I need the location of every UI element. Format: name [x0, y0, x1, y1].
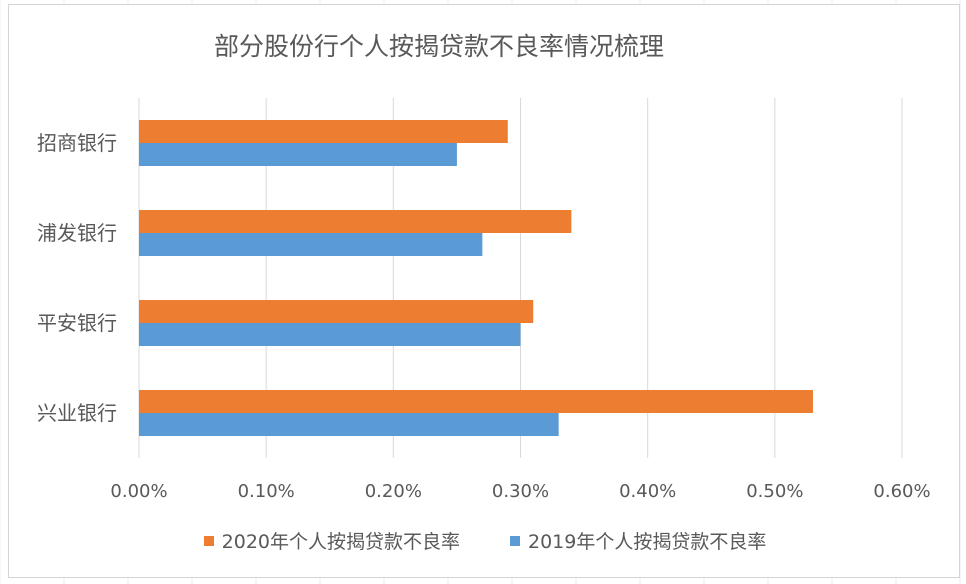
y-category-label: 兴业银行	[37, 401, 117, 425]
legend-swatch-2019	[510, 535, 520, 546]
x-tick-label: 0.30%	[492, 481, 549, 502]
bar-2019	[139, 233, 483, 256]
legend-item-2020: 2020年个人按揭贷款不良率	[203, 527, 460, 554]
bar-2019	[139, 323, 521, 346]
legend-label-2020: 2020年个人按揭贷款不良率	[221, 531, 460, 553]
bar-2020	[139, 120, 508, 143]
y-category-label: 招商银行	[37, 131, 117, 155]
bar-2020	[139, 300, 534, 323]
chart-title: 部分股份行个人按揭贷款不良率情况梳理	[213, 32, 664, 61]
x-tick-label: 0.10%	[238, 481, 295, 502]
bar-2019	[139, 143, 457, 166]
x-tick-label: 0.20%	[365, 481, 422, 502]
x-tick-label: 0.50%	[746, 481, 803, 502]
bar-2019	[139, 413, 559, 436]
x-tick-label: 0.40%	[619, 481, 676, 502]
y-category-label: 平安银行	[37, 311, 117, 335]
legend-item-2019: 2019年个人按揭贷款不良率	[510, 527, 766, 554]
chart-area: 部分股份行个人按揭贷款不良率情况梳理 0.00% 0.10% 0.20% 0.30% 0…	[8, 4, 960, 578]
bar-2020	[139, 210, 572, 233]
plot-area: 0.00% 0.10% 0.20% 0.30% 0.40% 0.50% 0.60% 招商银行浦…	[37, 98, 931, 502]
bar-2020	[139, 390, 813, 413]
legend-label-2019: 2019年个人按揭贷款不良率	[528, 531, 767, 553]
legend: 2020年个人按揭贷款不良率 2019年个人按揭贷款不良率	[9, 527, 961, 554]
legend-swatch-2020	[203, 535, 214, 546]
y-category-label: 浦发银行	[37, 221, 117, 245]
x-tick-label: 0.00%	[110, 481, 167, 502]
x-tick-label: 0.60%	[873, 481, 930, 502]
